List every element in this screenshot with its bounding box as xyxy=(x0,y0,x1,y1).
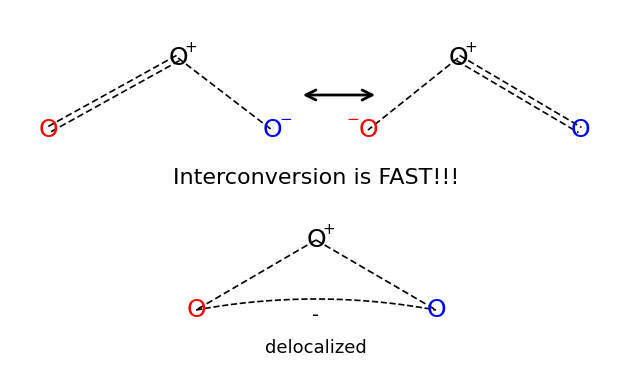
Text: O: O xyxy=(168,46,188,70)
Text: O: O xyxy=(186,298,206,322)
Text: Interconversion is FAST!!!: Interconversion is FAST!!! xyxy=(173,168,459,188)
Text: delocalized: delocalized xyxy=(265,339,367,357)
Text: +: + xyxy=(323,222,335,237)
Text: +: + xyxy=(185,40,197,56)
Text: -: - xyxy=(313,307,320,326)
Text: −: − xyxy=(280,113,292,127)
Text: O: O xyxy=(426,298,446,322)
Text: O: O xyxy=(38,118,58,142)
Text: O: O xyxy=(262,118,282,142)
Text: O: O xyxy=(306,228,326,252)
Text: +: + xyxy=(465,40,477,56)
Text: O: O xyxy=(358,118,378,142)
Text: O: O xyxy=(570,118,590,142)
Text: −: − xyxy=(347,113,360,127)
Text: O: O xyxy=(448,46,468,70)
